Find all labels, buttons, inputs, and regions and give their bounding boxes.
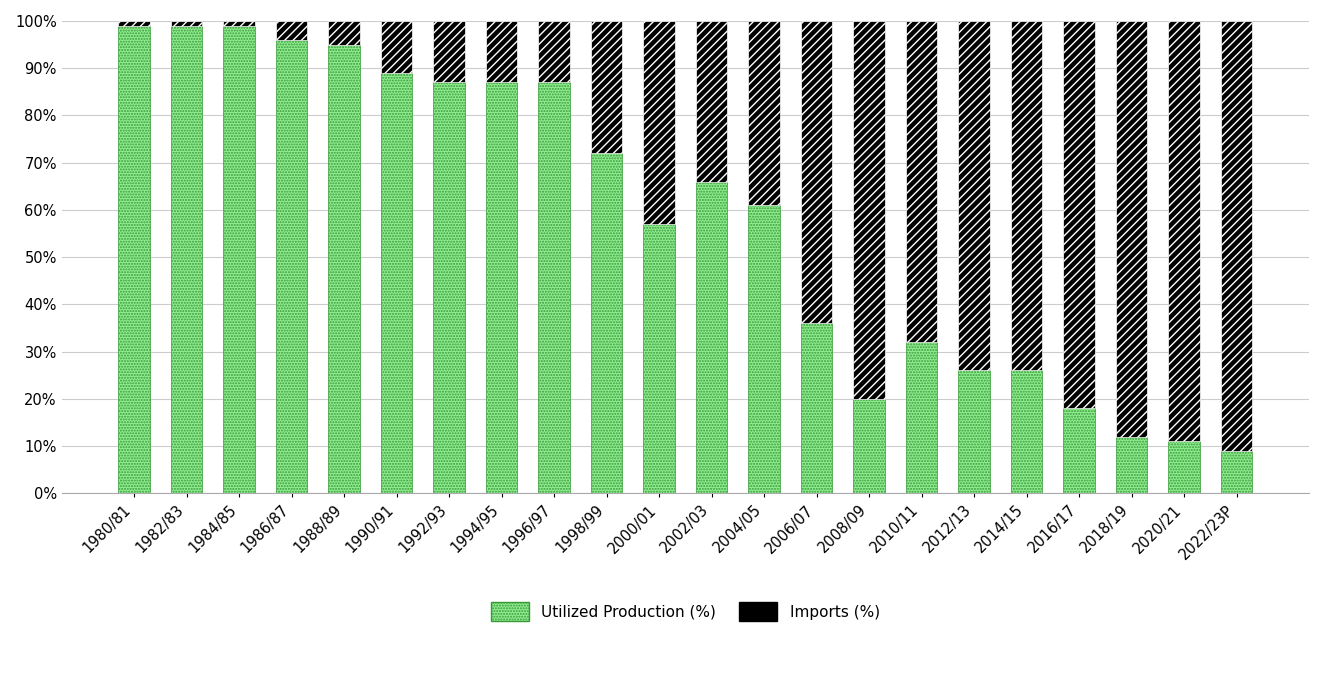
Bar — [171, 26, 203, 493]
Bar — [591, 153, 622, 493]
Bar — [1168, 441, 1200, 493]
Bar — [118, 26, 150, 493]
Bar — [1116, 21, 1148, 436]
Bar — [1063, 21, 1095, 408]
Bar — [696, 182, 727, 493]
Bar — [486, 82, 518, 493]
Bar — [906, 342, 937, 493]
Bar — [275, 40, 307, 493]
Bar — [118, 21, 150, 26]
Bar — [1116, 436, 1148, 493]
Bar — [748, 206, 780, 493]
Bar — [959, 371, 990, 493]
Bar — [801, 21, 833, 323]
Bar — [959, 21, 990, 371]
Bar — [696, 21, 727, 182]
Bar — [1010, 21, 1042, 371]
Bar — [853, 21, 884, 399]
Bar — [275, 21, 307, 40]
Bar — [486, 21, 518, 82]
Bar — [328, 21, 360, 45]
Bar — [224, 26, 254, 493]
Bar — [1063, 408, 1095, 493]
Bar — [1168, 21, 1200, 441]
Bar — [433, 21, 465, 82]
Bar — [381, 73, 412, 493]
Bar — [906, 21, 937, 342]
Bar — [1221, 451, 1253, 493]
Bar — [328, 45, 360, 493]
Bar — [224, 21, 254, 26]
Bar — [643, 224, 675, 493]
Bar — [643, 21, 675, 224]
Bar — [381, 21, 412, 73]
Bar — [1010, 371, 1042, 493]
Bar — [171, 21, 203, 26]
Bar — [539, 21, 569, 82]
Bar — [539, 82, 569, 493]
Legend: Utilized Production (%), Imports (%): Utilized Production (%), Imports (%) — [485, 597, 886, 627]
Bar — [801, 323, 833, 493]
Bar — [1221, 21, 1253, 451]
Bar — [853, 399, 884, 493]
Bar — [433, 82, 465, 493]
Bar — [591, 21, 622, 153]
Bar — [748, 21, 780, 206]
